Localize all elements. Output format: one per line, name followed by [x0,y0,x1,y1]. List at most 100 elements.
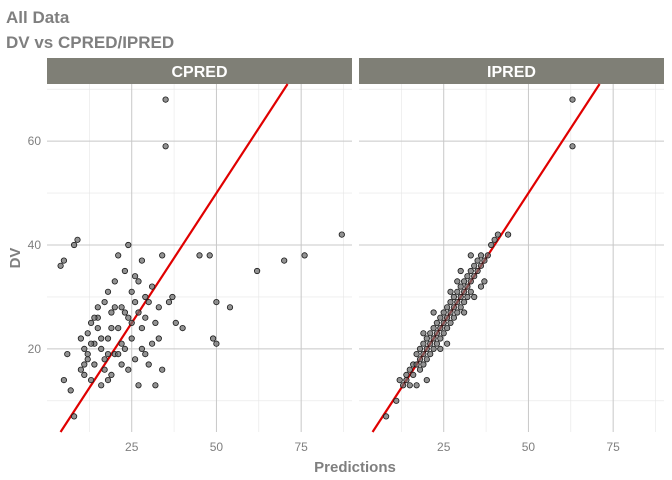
data-point [111,278,118,285]
data-point [121,345,129,352]
data-point [98,345,105,352]
identity-line-cpred [59,83,289,433]
data-point [457,283,464,290]
data-point [454,288,461,295]
figure-title-line1: All Data [6,8,70,27]
data-point [491,236,498,243]
data-point [471,262,478,269]
data-point [338,231,345,238]
data-point [88,319,95,326]
data-point [416,356,424,363]
data-point [172,319,179,326]
data-point [118,361,125,368]
x-tick-label: 50 [522,440,536,454]
data-point [149,340,156,347]
data-point [57,262,64,269]
data-point [104,335,112,342]
data-point [132,298,139,306]
data-point [569,143,576,150]
data-point [423,345,430,352]
strip-cpred [47,58,352,84]
data-point [125,366,132,373]
data-point [460,288,468,295]
data-point [115,350,122,358]
data-point [447,319,454,326]
data-point [155,335,162,342]
data-point [149,283,156,290]
data-point [481,278,488,285]
data-point [138,257,145,264]
data-point [179,324,186,332]
data-point [464,273,471,280]
data-point [450,314,457,321]
data-point [128,288,135,295]
data-point [84,330,91,337]
data-point [450,304,457,311]
data-point [152,319,159,326]
data-point [430,345,437,352]
data-point [60,376,68,384]
data-point [254,267,261,275]
data-point [213,298,220,306]
data-point [91,314,98,321]
data-point [423,335,430,342]
data-point [467,288,474,295]
data-point [88,340,95,347]
data-point [196,252,203,259]
figure-title-line2: DV vs CPRED/IPRED [6,33,174,52]
data-point [420,350,427,358]
data-point [128,319,135,326]
data-point [450,293,457,301]
data-point [488,241,495,249]
data-point [420,361,427,368]
data-point [427,350,434,358]
data-point [88,376,95,384]
panel-left: CPRED [47,58,352,433]
data-point [420,340,427,347]
data-point [467,252,474,259]
data-point [399,382,407,389]
data-point [60,257,68,264]
data-point [447,309,454,316]
data-point [443,340,451,347]
data-point [101,298,108,306]
points-cpred [57,96,345,420]
data-point [135,309,142,316]
data-point [81,345,88,352]
data-point [471,273,478,280]
data-point [464,293,471,301]
data-point [71,413,78,420]
data-point [84,356,91,363]
y-axis-ticks: 20 40 60 [28,134,42,356]
x-tick-label: 25 [437,440,451,454]
data-point [132,273,139,280]
y-axis-title: DV [7,248,24,269]
data-point [457,267,464,275]
data-point [430,309,437,316]
y-tick-label: 20 [28,342,42,356]
data-point [440,309,447,316]
data-point [477,283,485,290]
x-tick-label: 75 [606,440,620,454]
data-point [145,298,152,306]
data-point [98,382,105,389]
data-point [454,309,461,316]
data-point [569,96,576,103]
data-point [416,366,424,373]
data-point [152,382,159,389]
data-point [81,371,88,378]
data-point [430,335,437,342]
data-point [393,397,400,404]
data-point [403,376,410,384]
data-point [121,309,129,316]
data-point [91,361,98,368]
data-point [74,236,81,243]
data-point [423,356,430,363]
data-point [477,262,485,269]
data-point [104,376,112,384]
data-point [281,257,288,264]
data-point [443,304,451,311]
data-point [437,345,444,352]
data-point [406,366,413,373]
